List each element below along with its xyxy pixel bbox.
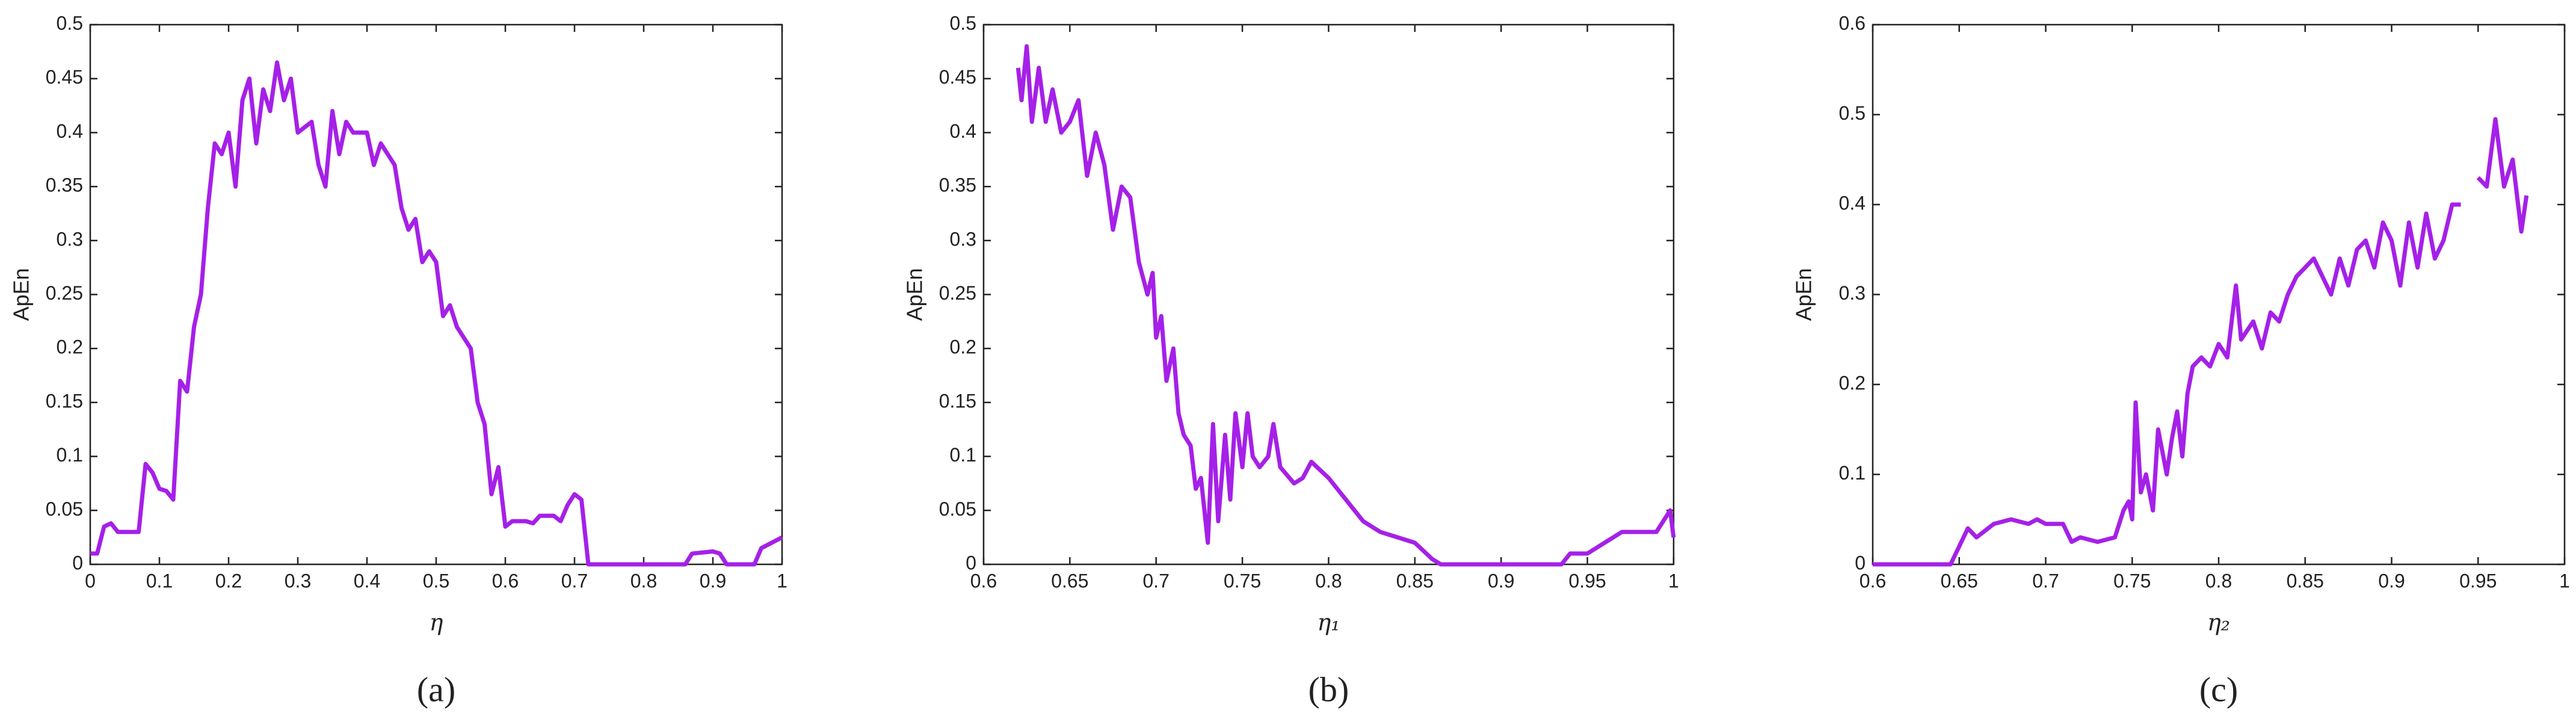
x-tick-label: 1 xyxy=(2559,570,2570,591)
x-tick-label: 0.6 xyxy=(492,570,519,591)
data-line xyxy=(2476,117,2529,234)
y-tick-label: 0.15 xyxy=(46,390,83,412)
y-tick-label: 0 xyxy=(72,552,83,573)
data-line xyxy=(90,60,783,567)
data-line xyxy=(1873,202,2461,567)
x-tick-label: 0.7 xyxy=(2032,570,2059,591)
y-tick-label: 0.5 xyxy=(950,12,976,34)
y-tick-label: 0.05 xyxy=(939,498,976,520)
x-axis-label: η₁ xyxy=(1317,609,1340,636)
caption: (a) xyxy=(417,670,455,709)
caption: (b) xyxy=(1308,670,1349,709)
y-tick-label: 0.15 xyxy=(939,390,976,412)
x-tick-label: 0.5 xyxy=(423,570,449,591)
y-tick-label: 0.5 xyxy=(57,12,83,34)
x-tick-label: 1 xyxy=(777,570,787,591)
x-tick-label: 1 xyxy=(1668,570,1679,591)
plot-frame xyxy=(89,23,783,566)
x-tick-label: 0.6 xyxy=(970,570,997,591)
x-tick-label: 0.1 xyxy=(146,570,173,591)
y-tick-label: 0.2 xyxy=(57,336,83,358)
x-tick-label: 0.95 xyxy=(2459,570,2497,591)
x-tick-label: 0.8 xyxy=(2205,570,2232,591)
x-tick-label: 0.8 xyxy=(1315,570,1342,591)
x-tick-label: 0.2 xyxy=(215,570,242,591)
x-tick-label: 0.9 xyxy=(700,570,726,591)
x-tick-label: 0.85 xyxy=(2287,570,2324,591)
y-tick-label: 0.3 xyxy=(57,228,83,250)
y-tick-label: 0.4 xyxy=(57,120,83,142)
y-tick-label: 0.25 xyxy=(46,282,83,304)
y-tick-label: 0.45 xyxy=(939,66,976,88)
y-tick-label: 0.6 xyxy=(1839,12,1866,34)
y-tick-label: 0.5 xyxy=(1839,102,1866,124)
plot-frame xyxy=(1872,23,2566,566)
y-tick-label: 0.2 xyxy=(950,336,976,358)
y-tick-label: 0.2 xyxy=(1839,372,1866,393)
x-tick-label: 0.85 xyxy=(1396,570,1434,591)
y-tick-label: 0.4 xyxy=(950,120,976,142)
y-tick-label: 0.35 xyxy=(46,174,83,196)
x-tick-label: 0.8 xyxy=(630,570,657,591)
y-axis-label: ApEn xyxy=(902,268,927,321)
y-tick-label: 0.05 xyxy=(46,498,83,520)
y-tick-label: 0.1 xyxy=(1839,462,1866,484)
y-tick-label: 0.45 xyxy=(46,66,83,88)
caption: (c) xyxy=(2199,670,2238,709)
x-axis-label: η xyxy=(430,609,443,636)
y-tick-label: 0 xyxy=(1855,552,1866,573)
x-tick-label: 0.4 xyxy=(354,570,380,591)
x-tick-label: 0.95 xyxy=(1568,570,1606,591)
y-tick-label: 0.1 xyxy=(57,444,83,466)
y-tick-label: 0.3 xyxy=(950,228,976,250)
x-tick-label: 0.9 xyxy=(1488,570,1514,591)
y-axis-label: ApEn xyxy=(9,268,34,321)
y-tick-label: 0 xyxy=(966,552,976,573)
data-line xyxy=(1015,44,1676,567)
x-tick-label: 0.9 xyxy=(2378,570,2405,591)
x-tick-label: 0.6 xyxy=(1860,570,1886,591)
x-tick-label: 0.7 xyxy=(1143,570,1169,591)
y-tick-label: 0.3 xyxy=(1839,282,1866,304)
x-axis-label: η₂ xyxy=(2207,609,2230,636)
x-tick-label: 0 xyxy=(85,570,96,591)
plot-frame xyxy=(982,23,1675,566)
y-tick-label: 0.25 xyxy=(939,282,976,304)
y-axis-label: ApEn xyxy=(1792,268,1816,321)
x-tick-label: 0.7 xyxy=(561,570,588,591)
x-tick-label: 0.65 xyxy=(1051,570,1088,591)
y-tick-label: 0.35 xyxy=(939,174,976,196)
x-tick-label: 0.65 xyxy=(1941,570,1978,591)
x-tick-label: 0.75 xyxy=(1224,570,1261,591)
y-tick-label: 0.1 xyxy=(950,444,976,466)
x-tick-label: 0.75 xyxy=(2113,570,2151,591)
x-tick-label: 0.3 xyxy=(285,570,311,591)
y-tick-label: 0.4 xyxy=(1839,192,1866,214)
